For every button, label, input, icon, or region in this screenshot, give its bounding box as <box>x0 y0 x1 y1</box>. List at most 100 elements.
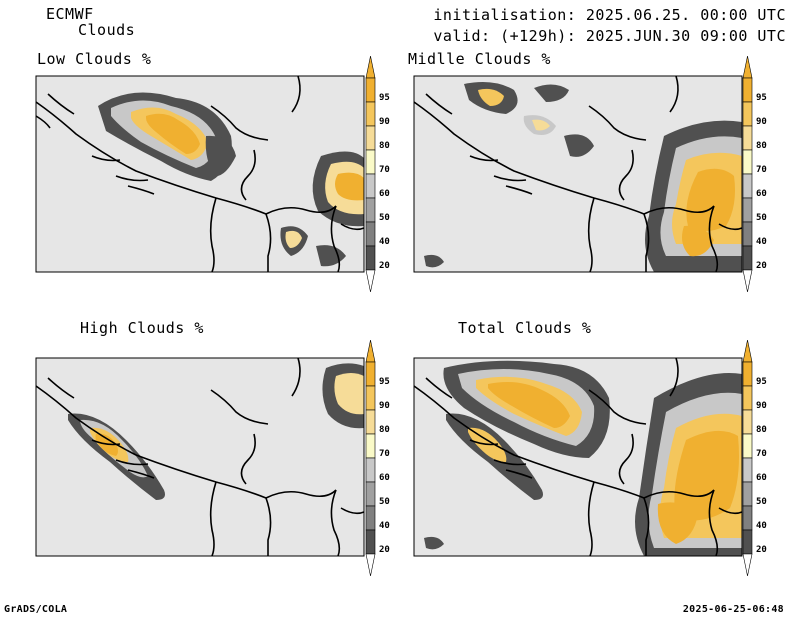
colorbar-label-20: 20 <box>379 261 390 271</box>
colorbar-swatch-95 <box>365 361 376 387</box>
colorbar-label-20: 20 <box>756 545 767 555</box>
panel-title-total: Total Clouds % <box>458 319 592 337</box>
map-frame <box>413 357 743 557</box>
colorbar-swatch-90 <box>365 385 376 411</box>
colorbar-swatch-80 <box>365 409 376 435</box>
country-borders <box>413 357 743 557</box>
country-borders <box>413 75 743 273</box>
colorbar-label-20: 20 <box>379 545 390 555</box>
colorbar-swatch-70 <box>365 433 376 459</box>
colorbar-swatch-80 <box>742 125 753 151</box>
map-panel-low <box>35 75 365 273</box>
colorbar-label-60: 60 <box>756 473 767 483</box>
colorbar-swatch-90 <box>365 101 376 127</box>
colorbar-label-80: 80 <box>379 141 390 151</box>
colorbar-swatch-95 <box>742 77 753 103</box>
colorbar-swatch-20 <box>742 529 753 555</box>
initialisation-time: initialisation: 2025.06.25. 00:00 UTC <box>433 6 786 24</box>
cloud-cover-layer <box>424 360 742 556</box>
colorbar-swatch-80 <box>365 125 376 151</box>
colorbar-label-90: 90 <box>379 117 390 127</box>
colorbar-swatch-70 <box>742 433 753 459</box>
colorbar-swatch-40 <box>742 505 753 531</box>
colorbar-top-arrow <box>365 55 376 79</box>
map-panel-high <box>35 357 365 557</box>
colorbar-label-90: 90 <box>379 401 390 411</box>
colorbar-swatch-40 <box>365 505 376 531</box>
colorbar-swatch-40 <box>365 221 376 247</box>
colorbar-high: 95 90 80 70 60 50 40 20 <box>365 339 390 577</box>
colorbar-swatch-70 <box>742 149 753 175</box>
colorbar-swatch-60 <box>365 173 376 199</box>
colorbar-label-60: 60 <box>379 189 390 199</box>
colorbar-top-arrow <box>742 339 753 363</box>
colorbar-label-90: 90 <box>756 401 767 411</box>
panel-title-high: High Clouds % <box>80 319 204 337</box>
colorbar-label-95: 95 <box>756 93 767 103</box>
colorbar-swatch-50 <box>365 481 376 507</box>
colorbar-label-80: 80 <box>756 425 767 435</box>
map-frame <box>413 75 743 273</box>
colorbar-swatch-60 <box>742 173 753 199</box>
colorbar-label-95: 95 <box>379 93 390 103</box>
colorbar-swatch-60 <box>365 457 376 483</box>
colorbar-label-40: 40 <box>756 237 767 247</box>
colorbar-bottom-arrow <box>365 553 376 577</box>
colorbar-bottom-arrow <box>742 553 753 577</box>
map-background <box>36 358 364 556</box>
colorbar-label-70: 70 <box>756 165 767 175</box>
colorbar-low: 95 90 80 70 60 50 40 20 <box>365 55 390 293</box>
footer-timestamp: 2025-06-25-06:48 <box>682 604 784 615</box>
colorbar-label-95: 95 <box>379 377 390 387</box>
colorbar-swatch-90 <box>742 385 753 411</box>
colorbar-label-50: 50 <box>379 497 390 507</box>
colorbar-swatch-95 <box>742 361 753 387</box>
colorbar-swatch-40 <box>742 221 753 247</box>
colorbar-label-60: 60 <box>379 473 390 483</box>
colorbar-swatch-50 <box>742 197 753 223</box>
colorbar-middle: 95 90 80 70 60 50 40 20 <box>742 55 767 293</box>
colorbar-label-40: 40 <box>379 237 390 247</box>
product-label: Clouds <box>78 21 136 39</box>
colorbar-label-70: 70 <box>756 449 767 459</box>
colorbar-label-90: 90 <box>756 117 767 127</box>
colorbar-label-95: 95 <box>756 377 767 387</box>
colorbar-label-40: 40 <box>379 521 390 531</box>
colorbar-swatch-20 <box>365 529 376 555</box>
panel-title-middle: Midlle Clouds % <box>408 50 551 68</box>
model-label: ECMWF <box>46 5 94 23</box>
colorbar-swatch-90 <box>742 101 753 127</box>
colorbar-label-20: 20 <box>756 261 767 271</box>
map-panel-total <box>413 357 743 557</box>
colorbar-label-40: 40 <box>756 521 767 531</box>
colorbar-label-50: 50 <box>756 213 767 223</box>
colorbar-swatch-95 <box>365 77 376 103</box>
colorbar-swatch-80 <box>742 409 753 435</box>
country-borders <box>35 357 365 557</box>
footer-software: GrADS/COLA <box>4 604 68 615</box>
colorbar-bottom-arrow <box>365 269 376 293</box>
colorbar-top-arrow <box>742 55 753 79</box>
colorbar-bottom-arrow <box>742 269 753 293</box>
colorbar-label-70: 70 <box>379 449 390 459</box>
map-frame <box>35 357 365 557</box>
colorbar-top-arrow <box>365 339 376 363</box>
colorbar-total: 95 90 80 70 60 50 40 20 <box>742 339 767 577</box>
colorbar-label-50: 50 <box>756 497 767 507</box>
colorbar-swatch-20 <box>365 245 376 271</box>
map-frame <box>35 75 365 273</box>
colorbar-label-80: 80 <box>756 141 767 151</box>
colorbar-swatch-50 <box>742 481 753 507</box>
colorbar-label-60: 60 <box>756 189 767 199</box>
valid-time: valid: (+129h): 2025.JUN.30 09:00 UTC <box>433 27 786 45</box>
colorbar-label-50: 50 <box>379 213 390 223</box>
panel-title-low: Low Clouds % <box>37 50 152 68</box>
colorbar-swatch-70 <box>365 149 376 175</box>
colorbar-label-70: 70 <box>379 165 390 175</box>
colorbar-label-80: 80 <box>379 425 390 435</box>
cloud-cover-layer <box>98 92 364 267</box>
map-panel-middle <box>413 75 743 273</box>
colorbar-swatch-20 <box>742 245 753 271</box>
country-borders <box>35 75 365 273</box>
colorbar-swatch-60 <box>742 457 753 483</box>
